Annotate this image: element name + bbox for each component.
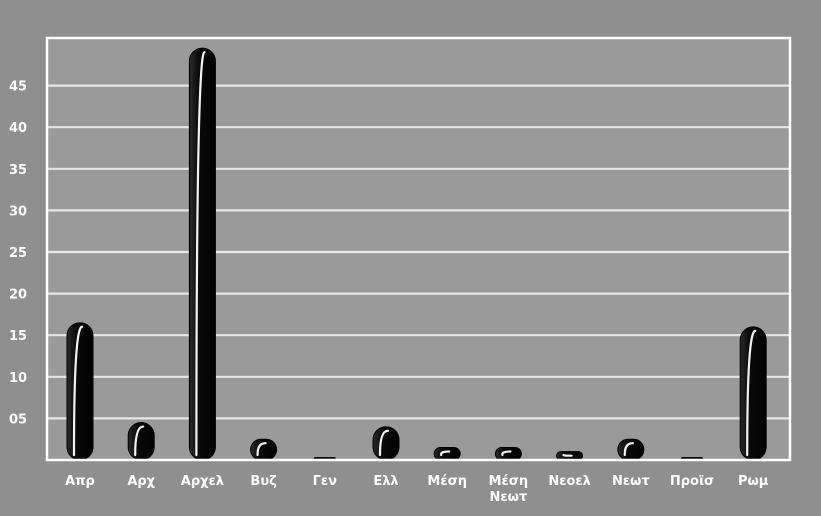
bar bbox=[617, 438, 645, 461]
bar-body bbox=[433, 447, 461, 461]
x-tick-label: Απρ bbox=[65, 474, 95, 489]
x-tick-label: Αρχ bbox=[127, 474, 155, 489]
plot-area bbox=[47, 38, 790, 460]
bar bbox=[250, 438, 278, 461]
x-tick-label: Ρωμ bbox=[738, 474, 769, 489]
bar bbox=[739, 326, 767, 461]
x-tick-label: Μέση bbox=[427, 474, 467, 489]
y-tick-label: 30 bbox=[9, 204, 27, 219]
bar-highlight bbox=[501, 450, 512, 457]
bar-highlight bbox=[440, 450, 451, 457]
x-tick-label: Γεν bbox=[313, 474, 338, 489]
bar-highlight bbox=[378, 429, 390, 457]
bar-body bbox=[66, 322, 94, 461]
bar-highlight bbox=[72, 325, 84, 457]
y-tick-label: 40 bbox=[9, 121, 27, 136]
bar bbox=[127, 422, 155, 461]
bar-body bbox=[494, 447, 522, 461]
x-tick-label: Νεοελ bbox=[548, 474, 591, 489]
x-tick-label: Νεωτ bbox=[612, 474, 650, 489]
bar-highlight bbox=[256, 442, 267, 457]
y-tick-label: 35 bbox=[9, 163, 27, 178]
bar bbox=[372, 426, 400, 461]
x-tick-label: Μέση bbox=[489, 474, 529, 489]
x-tick-label: Προϊσ bbox=[670, 474, 714, 489]
bar-highlight bbox=[623, 442, 634, 457]
y-tick-label: 05 bbox=[9, 412, 27, 427]
bar-highlight bbox=[134, 425, 145, 457]
y-tick-label: 15 bbox=[9, 329, 27, 344]
y-tick-label: 20 bbox=[9, 288, 27, 303]
y-tick-label: 25 bbox=[9, 246, 27, 261]
bar-body bbox=[188, 47, 216, 461]
bar bbox=[188, 47, 216, 461]
bar-highlight bbox=[746, 329, 757, 457]
bar-highlight bbox=[195, 51, 206, 457]
x-tick-label: Βυζ bbox=[250, 474, 277, 489]
y-tick-label: 10 bbox=[9, 371, 27, 386]
bar-body bbox=[739, 326, 767, 461]
bar bbox=[433, 447, 461, 461]
x-tick-label: Ελλ bbox=[373, 474, 398, 489]
bar-highlight bbox=[562, 453, 573, 457]
y-tick-label: 45 bbox=[9, 80, 27, 95]
x-tick-label: Νεωτ bbox=[490, 490, 528, 505]
bar bbox=[66, 322, 94, 461]
x-tick-label: Αρχελ bbox=[181, 474, 224, 489]
bar bbox=[494, 447, 522, 461]
plot-frame bbox=[45, 36, 792, 462]
